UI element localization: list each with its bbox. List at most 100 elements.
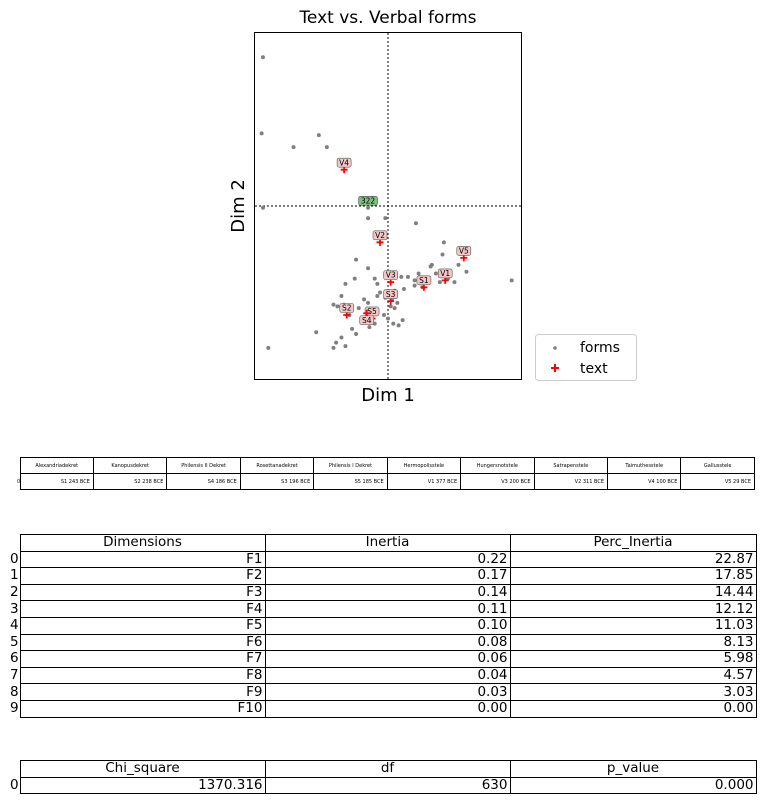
- table-row-index: 3: [10, 600, 19, 617]
- text-date-cell: V2 311 BCE: [533, 473, 609, 490]
- text-date-cell: V1 377 BCE: [386, 473, 462, 490]
- inertia-cell: F8: [19, 666, 266, 685]
- form-point: [259, 131, 264, 136]
- form-point: [352, 276, 357, 281]
- inertia-cell: 22.87: [509, 550, 757, 569]
- x-axis-label: Dim 1: [361, 385, 415, 406]
- form-point: [433, 271, 438, 276]
- chi-cell: 630: [264, 776, 511, 795]
- text-date-table: Alexandriadekret Kanopusdekret Philensis I…: [17, 457, 755, 490]
- form-point: [428, 264, 433, 269]
- table-row-index: 2: [10, 584, 19, 601]
- form-point: [388, 304, 393, 309]
- legend-forms-marker: [553, 346, 557, 350]
- table-row: 3 F4 0.11 12.12: [9, 600, 757, 618]
- form-point: [391, 321, 396, 326]
- text-column-header: Kanopusdekret: [92, 457, 168, 474]
- inertia-cell: 0.03: [264, 683, 511, 701]
- form-point: [464, 269, 469, 274]
- table-row: 0 1370.316 630 0.000: [9, 776, 757, 795]
- form-point: [382, 312, 387, 317]
- inertia-cell: 0.17: [264, 567, 511, 585]
- form-point: [354, 257, 359, 262]
- table-row-index: 1: [10, 567, 19, 584]
- form-point: [441, 240, 446, 245]
- form-point: [367, 325, 372, 330]
- text-point-label: V3: [386, 271, 396, 280]
- table-row-index: 0: [10, 777, 19, 793]
- text-date-cell: S1 243 BCE: [19, 473, 94, 490]
- text-point-label: S2: [342, 304, 352, 313]
- form-point: [366, 205, 371, 210]
- form-point: [413, 221, 418, 226]
- form-point: [416, 271, 421, 276]
- form-point: [260, 205, 265, 210]
- text-point-label-box: [437, 268, 453, 279]
- highlight-point-label: 322: [361, 196, 376, 205]
- inertia-cell: 4.57: [509, 666, 757, 685]
- text-point-label-box: [383, 289, 398, 299]
- chi-square-table: Chi_square df p_value 0 1370.316 630 0.000: [9, 760, 757, 795]
- text-column-header: Rosettanadekret: [239, 457, 315, 474]
- chi-cell: 0.000: [509, 776, 757, 795]
- table-row-index: 9: [10, 700, 19, 717]
- form-point: [412, 283, 417, 288]
- inertia-cell: 0.14: [264, 583, 511, 602]
- text-point-label: S4: [362, 316, 372, 325]
- form-point: [386, 316, 390, 321]
- text-point-label-box: [456, 246, 472, 256]
- text-point-label-box: [383, 270, 398, 280]
- form-point: [339, 335, 344, 340]
- form-point: [440, 252, 445, 257]
- form-point: [452, 280, 457, 285]
- text-date-cell: V4 100 BCE: [606, 473, 682, 490]
- text-date-cell: V3 200 BCE: [460, 473, 535, 490]
- inertia-cell: 0.00: [509, 699, 757, 718]
- table-corner: [9, 761, 20, 778]
- form-point: [401, 287, 406, 292]
- inertia-cell: F10: [19, 699, 266, 718]
- form-point: [324, 145, 329, 150]
- form-point: [366, 216, 371, 221]
- form-point: [372, 276, 377, 281]
- inertia-cell: 11.03: [509, 616, 757, 635]
- form-point: [331, 302, 336, 307]
- form-point: [375, 281, 380, 286]
- inertia-cell: F7: [19, 650, 266, 668]
- form-point: [354, 332, 359, 337]
- form-point: [378, 290, 383, 295]
- table-row: 5 F6 0.08 8.13: [9, 633, 757, 652]
- legend-text-label: text: [580, 361, 608, 377]
- text-point-label: S3: [386, 290, 396, 299]
- inertia-cell: F6: [19, 633, 266, 652]
- form-point: [350, 326, 355, 331]
- text-column-header: Alexandriadekret: [19, 457, 94, 474]
- text-date-cell: S2 238 BCE: [92, 473, 168, 490]
- inertia-cell: F5: [19, 616, 266, 635]
- form-point: [395, 300, 400, 305]
- form-point: [291, 145, 296, 150]
- form-point: [392, 306, 397, 311]
- text-column-header: Hermopolisstele: [386, 457, 462, 474]
- inertia-column-header: Perc_Inertia: [509, 534, 757, 552]
- text-point-label: S5: [367, 307, 377, 316]
- form-point: [366, 266, 371, 271]
- table-row: 4 F5 0.10 11.03: [9, 616, 757, 635]
- text-date-cell: S3 196 BCE: [239, 473, 315, 490]
- text-column-header: Satrapenstele: [533, 457, 609, 474]
- legend-frame: [535, 334, 637, 381]
- form-point: [331, 345, 336, 350]
- table-row: 0 F1 0.22 22.87: [9, 550, 757, 569]
- table-row: 2 F3 0.14 14.44: [9, 583, 757, 602]
- form-point: [260, 55, 265, 60]
- table-row-index: 6: [10, 650, 19, 667]
- scatter-plot: Text vs. Verbal forms 322 V4 V2 V5 V3 S1 V1 S3 S…: [228, 8, 637, 406]
- form-point: [396, 323, 401, 328]
- form-point: [343, 344, 348, 349]
- inertia-cell: 3.03: [509, 683, 757, 701]
- chi-column-header: Chi_square: [19, 760, 266, 778]
- table-corner: [9, 535, 20, 552]
- inertia-cell: 0.06: [264, 650, 511, 668]
- form-point: [335, 304, 340, 309]
- text-point-label-box: [416, 275, 432, 286]
